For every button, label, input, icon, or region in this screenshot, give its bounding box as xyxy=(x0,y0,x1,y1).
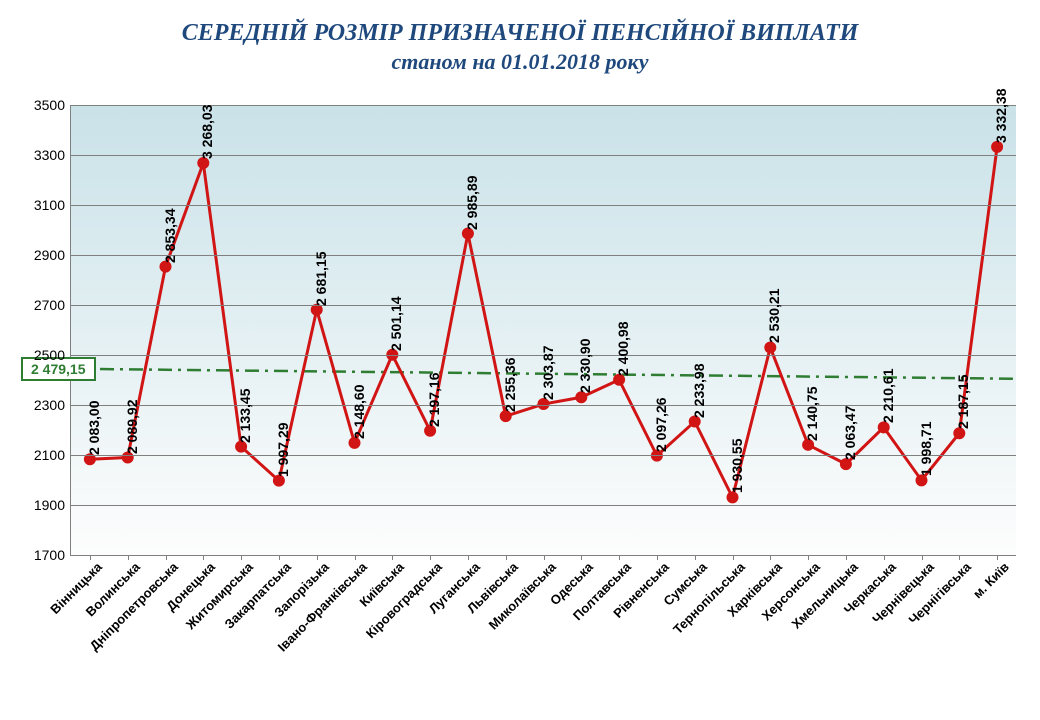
gridline xyxy=(71,405,1016,406)
gridline xyxy=(71,505,1016,506)
data-marker xyxy=(953,427,965,439)
data-marker xyxy=(916,474,928,486)
value-label: 2 681,15 xyxy=(313,251,329,306)
x-tick-mark xyxy=(279,555,280,560)
x-tick-label: м. Київ xyxy=(966,555,1012,601)
value-label: 1 997,29 xyxy=(275,422,291,477)
x-tick-mark xyxy=(997,555,998,560)
x-tick-mark xyxy=(770,555,771,560)
value-label: 2 330,90 xyxy=(577,339,593,394)
x-tick-mark xyxy=(317,555,318,560)
x-tick-mark xyxy=(468,555,469,560)
value-label: 2 148,60 xyxy=(351,384,367,439)
value-label: 2 140,75 xyxy=(804,386,820,441)
y-tick-label: 2300 xyxy=(34,397,71,413)
x-tick-mark xyxy=(884,555,885,560)
x-tick-mark xyxy=(808,555,809,560)
value-label: 2 089,92 xyxy=(124,399,140,454)
x-tick-mark xyxy=(846,555,847,560)
value-label: 1 930,55 xyxy=(729,439,745,494)
x-tick-mark xyxy=(90,555,91,560)
x-tick-mark xyxy=(695,555,696,560)
value-label: 3 268,03 xyxy=(199,104,215,159)
value-label: 2 400,98 xyxy=(615,321,631,376)
x-tick-mark xyxy=(581,555,582,560)
value-label: 2 233,98 xyxy=(691,363,707,418)
gridline xyxy=(71,455,1016,456)
value-label: 2 255,36 xyxy=(502,358,518,413)
x-tick-mark xyxy=(430,555,431,560)
x-tick-mark xyxy=(166,555,167,560)
gridline xyxy=(71,255,1016,256)
value-label: 2 083,00 xyxy=(86,401,102,456)
y-tick-label: 3300 xyxy=(34,147,71,163)
plot-area: 2 479,15 1700190021002300250027002900310… xyxy=(70,105,1016,556)
x-tick-mark xyxy=(619,555,620,560)
x-tick-mark xyxy=(241,555,242,560)
data-marker xyxy=(727,491,739,503)
data-marker xyxy=(878,421,890,433)
value-label: 2 210,61 xyxy=(880,369,896,424)
value-label: 2 530,21 xyxy=(766,289,782,344)
value-label: 2 133,45 xyxy=(237,388,253,443)
value-label: 1 998,71 xyxy=(918,422,934,477)
data-marker xyxy=(764,341,776,353)
y-tick-label: 2700 xyxy=(34,297,71,313)
x-tick-mark xyxy=(392,555,393,560)
value-label: 2 985,89 xyxy=(464,175,480,230)
data-line xyxy=(90,147,997,497)
x-tick-mark xyxy=(544,555,545,560)
value-label: 2 501,14 xyxy=(388,296,404,351)
x-tick-mark xyxy=(657,555,658,560)
chart-subtitle: станом на 01.01.2018 року xyxy=(0,47,1040,75)
value-label: 2 187,15 xyxy=(955,375,971,430)
chart-title: СЕРЕДНІЙ РОЗМІР ПРИЗНАЧЕНОЇ ПЕНСІЙНОЇ ВИ… xyxy=(0,0,1040,47)
x-tick-mark xyxy=(506,555,507,560)
x-tick-mark xyxy=(959,555,960,560)
y-tick-label: 2900 xyxy=(34,247,71,263)
chart-svg xyxy=(71,105,1016,555)
y-tick-label: 1900 xyxy=(34,497,71,513)
x-tick-mark xyxy=(922,555,923,560)
x-tick-mark xyxy=(128,555,129,560)
y-tick-label: 1700 xyxy=(34,547,71,563)
value-label: 2 853,34 xyxy=(162,208,178,263)
gridline xyxy=(71,305,1016,306)
value-label: 2 303,87 xyxy=(540,346,556,401)
value-label: 2 097,26 xyxy=(653,397,669,452)
y-tick-label: 2100 xyxy=(34,447,71,463)
x-tick-mark xyxy=(355,555,356,560)
value-label: 3 332,38 xyxy=(993,88,1009,143)
x-tick-mark xyxy=(203,555,204,560)
y-tick-label: 3100 xyxy=(34,197,71,213)
value-label: 2 197,16 xyxy=(426,372,442,427)
y-tick-label: 3500 xyxy=(34,97,71,113)
data-marker xyxy=(575,391,587,403)
y-tick-label: 2500 xyxy=(34,347,71,363)
gridline xyxy=(71,205,1016,206)
value-label: 2 063,47 xyxy=(842,406,858,461)
x-tick-mark xyxy=(733,555,734,560)
